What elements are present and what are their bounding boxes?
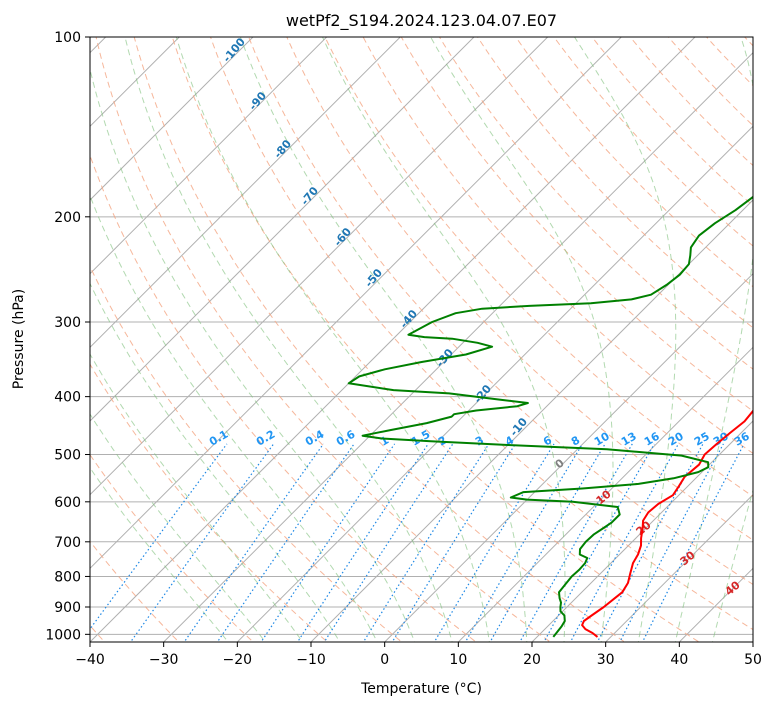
y-tick-label: 800 xyxy=(54,569,81,585)
x-axis-label: Temperature (°C) xyxy=(360,681,482,697)
y-tick-label: 500 xyxy=(54,448,81,464)
isotherm-line xyxy=(90,37,475,422)
dry-adiabat-line xyxy=(90,453,254,642)
x-tick-label: −20 xyxy=(223,652,253,668)
mixing-ratio-line xyxy=(296,443,429,642)
moist-adiabat-line xyxy=(175,37,490,642)
dewpoint-profile-line xyxy=(347,195,753,638)
isotherm-line xyxy=(162,51,753,642)
dry-adiabat-line xyxy=(210,37,753,631)
mixing-ratio-line xyxy=(362,443,490,642)
x-tick-label: 0 xyxy=(380,652,389,668)
mixing-ratio-line xyxy=(519,443,633,642)
x-tick-label: 50 xyxy=(744,652,762,668)
dry-adiabat-line xyxy=(400,37,753,412)
dry-adiabat-line xyxy=(90,154,477,642)
mixing-ratio-line xyxy=(619,443,724,642)
moist-adiabat-line xyxy=(674,37,753,642)
moist-adiabat-line xyxy=(90,353,304,642)
plot-frame xyxy=(89,36,754,643)
mixing-ratio-line xyxy=(596,443,704,642)
dry-adiabat-line xyxy=(553,37,753,247)
y-tick-label: 1000 xyxy=(45,627,81,643)
dry-adiabat-line xyxy=(95,37,552,642)
moist-adiabat-line xyxy=(90,194,378,642)
mixing-ratio-line xyxy=(391,443,516,642)
mixing-ratio-line xyxy=(489,443,606,642)
y-tick-label: 600 xyxy=(54,495,81,511)
dry-adiabat-line xyxy=(171,37,700,642)
dry-adiabat-line xyxy=(286,37,753,541)
isotherm-line xyxy=(90,37,549,496)
dry-adiabat-line xyxy=(324,37,753,498)
dry-adiabats xyxy=(90,37,753,642)
dry-adiabat-line xyxy=(90,265,403,642)
isotherm-line xyxy=(90,37,402,349)
isotherm-line xyxy=(383,272,753,642)
moist-adiabat-line xyxy=(322,37,566,642)
isotherm-line xyxy=(90,37,696,642)
moist-adiabat-line xyxy=(90,467,229,642)
dry-adiabat-line xyxy=(362,37,753,455)
x-tick-label: 20 xyxy=(523,652,541,668)
moist-adiabat-line xyxy=(430,37,614,642)
mixing-ratio-line xyxy=(129,443,275,642)
isotherm-line xyxy=(90,37,623,570)
x-tick-label: −10 xyxy=(296,652,326,668)
x-tick-label: 40 xyxy=(670,652,688,668)
x-tick-label: −30 xyxy=(149,652,179,668)
x-tick-label: 30 xyxy=(597,652,615,668)
isotherm-line xyxy=(531,420,753,642)
isotherm-line xyxy=(604,493,753,642)
x-tick-label: −40 xyxy=(75,652,105,668)
mixing-ratio-line xyxy=(323,443,454,642)
moist-adiabat-line xyxy=(124,37,453,642)
isotherm-line xyxy=(236,125,753,642)
y-tick-label: 300 xyxy=(54,315,81,331)
x-tick-label: 10 xyxy=(449,652,467,668)
chart-title: wetPf2_S194.2024.123.04.07.E07 xyxy=(286,11,557,31)
dry-adiabat-line xyxy=(248,37,753,586)
moist-adiabat-line xyxy=(239,37,528,642)
isotherm-line xyxy=(310,199,753,642)
isotherm-line xyxy=(90,37,328,275)
y-tick-label: 700 xyxy=(54,535,81,551)
isotherm-gridlines xyxy=(90,37,753,642)
y-tick-label: 100 xyxy=(54,30,81,46)
y-tick-label: 200 xyxy=(54,210,81,226)
moist-adiabat-line xyxy=(574,37,677,642)
mixing-ratio-line xyxy=(433,443,555,642)
y-tick-label: 900 xyxy=(54,600,81,616)
mixing-ratio-line xyxy=(260,443,396,642)
pressure-gridlines xyxy=(90,37,753,635)
dry-adiabat-line xyxy=(438,37,753,370)
y-axis-ticks: 100 200 300 400 500 600 700 800 900 1000 xyxy=(45,30,90,643)
y-tick-label: 400 xyxy=(54,390,81,406)
dry-adiabat-line xyxy=(515,37,753,288)
moist-adiabats xyxy=(90,37,753,642)
moist-adiabat-line xyxy=(90,413,267,642)
y-axis-label: Pressure (hPa) xyxy=(11,289,27,389)
x-axis-ticks: −40 −30 −20 −10 0 10 20 30 40 50 xyxy=(75,642,762,668)
moist-adiabat-line xyxy=(90,282,341,642)
temperature-profile-line xyxy=(581,409,753,638)
isotherm-line xyxy=(90,37,254,201)
moist-adiabat-line xyxy=(90,67,416,642)
dry-adiabat-line xyxy=(133,37,626,642)
mixing-ratio-line xyxy=(569,443,679,642)
series-layer xyxy=(347,195,753,638)
mixing-ratio-line xyxy=(183,443,324,642)
plot-area: 0.1 0.2 0.4 0.6 1 1.5 2 3 4 6 8 10 13 16 20 25 30 36-100-… xyxy=(90,37,753,642)
